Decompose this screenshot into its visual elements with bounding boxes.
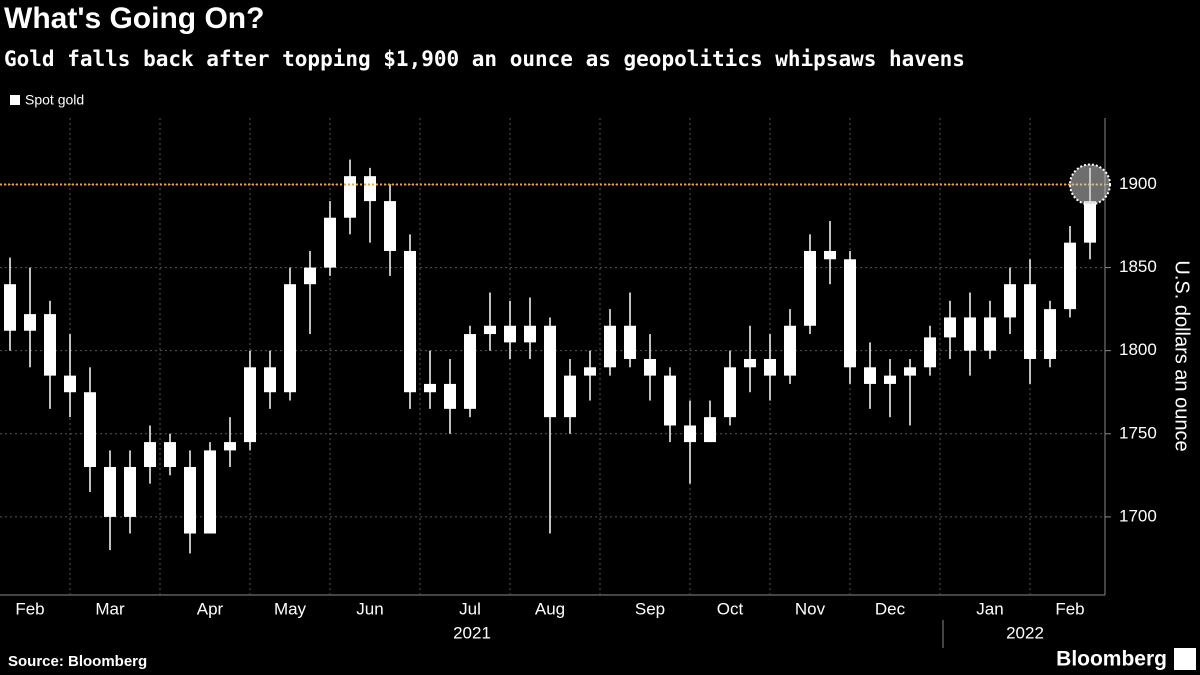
year-label: 2022 <box>1006 623 1044 642</box>
candle-body <box>1044 309 1056 359</box>
candle-body <box>864 367 876 384</box>
candle-body <box>364 176 376 202</box>
y-tick-label: 1850 <box>1119 257 1157 276</box>
candle-body <box>284 284 296 393</box>
candle-body <box>24 314 36 331</box>
candle-body <box>444 383 456 409</box>
x-tick-label: May <box>274 599 307 618</box>
candle-body <box>464 334 476 409</box>
candle-body <box>4 284 16 331</box>
candle-body <box>924 337 936 368</box>
candle-body <box>944 317 956 338</box>
y-tick-label: 1750 <box>1119 423 1157 442</box>
candle-body <box>584 367 596 376</box>
candle-body <box>544 325 556 418</box>
candle-body <box>484 325 496 335</box>
candle-body <box>744 358 756 368</box>
x-tick-label: Feb <box>15 599 44 618</box>
x-tick-label: Oct <box>717 599 744 618</box>
candle-body <box>804 250 816 326</box>
candle-body <box>164 442 176 468</box>
y-axis-label: U.S. dollars an ounce <box>1171 260 1193 451</box>
candle-body <box>384 201 396 251</box>
candle-body <box>504 325 516 343</box>
y-tick-label: 1800 <box>1119 340 1157 359</box>
candle-body <box>984 317 996 351</box>
candle-body <box>684 425 696 443</box>
candle-body <box>184 467 196 534</box>
candle-body <box>324 217 336 268</box>
x-tick-label: Feb <box>1055 599 1084 618</box>
candle-body <box>884 375 896 384</box>
x-tick-label: Dec <box>875 599 906 618</box>
x-tick-label: Aug <box>535 599 565 618</box>
candle-body <box>764 358 776 376</box>
candle-body <box>904 367 916 376</box>
candle-body <box>784 325 796 376</box>
candle-body <box>44 314 56 376</box>
candle-body <box>84 392 96 468</box>
candle-body <box>224 442 236 451</box>
candle-body <box>624 325 636 359</box>
candle-body <box>424 383 436 393</box>
candle-body <box>524 325 536 343</box>
source: Source: Bloomberg <box>8 653 147 670</box>
y-tick-label: 1900 <box>1119 174 1157 193</box>
brand-logo: Bloomberg <box>1056 648 1167 671</box>
legend-label: Spot gold <box>25 92 84 108</box>
candle-body <box>564 375 576 418</box>
candle-body <box>824 250 836 260</box>
x-tick-label: Jun <box>356 599 383 618</box>
year-label: 2021 <box>453 623 491 642</box>
chart-title: What's Going On? <box>4 2 264 35</box>
x-tick-label: Jul <box>459 599 481 618</box>
candle-body <box>1084 201 1096 243</box>
candle-body <box>704 417 716 443</box>
candle-body <box>144 442 156 468</box>
candle-body <box>404 250 416 393</box>
candle-body <box>724 367 736 418</box>
candle-body <box>664 375 676 426</box>
candle-body <box>1024 284 1036 359</box>
x-tick-label: Jan <box>976 599 1003 618</box>
candle-body <box>344 176 356 218</box>
x-tick-label: Sep <box>635 599 665 618</box>
candle-body <box>644 358 656 376</box>
highlight-circle <box>1069 163 1111 206</box>
candle-body <box>264 367 276 393</box>
candle-body <box>604 325 616 368</box>
candle-body <box>304 267 316 285</box>
x-tick-label: Nov <box>795 599 826 618</box>
candle-body <box>964 317 976 351</box>
candle-body <box>104 467 116 517</box>
candle-body <box>64 375 76 393</box>
candle-body <box>844 259 856 368</box>
chart-subtitle: Gold falls back after topping $1,900 an … <box>4 47 965 71</box>
candle-body <box>204 450 216 534</box>
candle-body <box>1064 242 1076 310</box>
candle-body <box>244 367 256 443</box>
candle-body <box>1004 284 1016 318</box>
legend-swatch <box>10 95 20 105</box>
x-tick-label: Apr <box>197 599 224 618</box>
brand-icon <box>1174 648 1196 670</box>
y-tick-label: 1700 <box>1119 506 1157 525</box>
candle-body <box>124 467 136 517</box>
x-tick-label: Mar <box>95 599 125 618</box>
